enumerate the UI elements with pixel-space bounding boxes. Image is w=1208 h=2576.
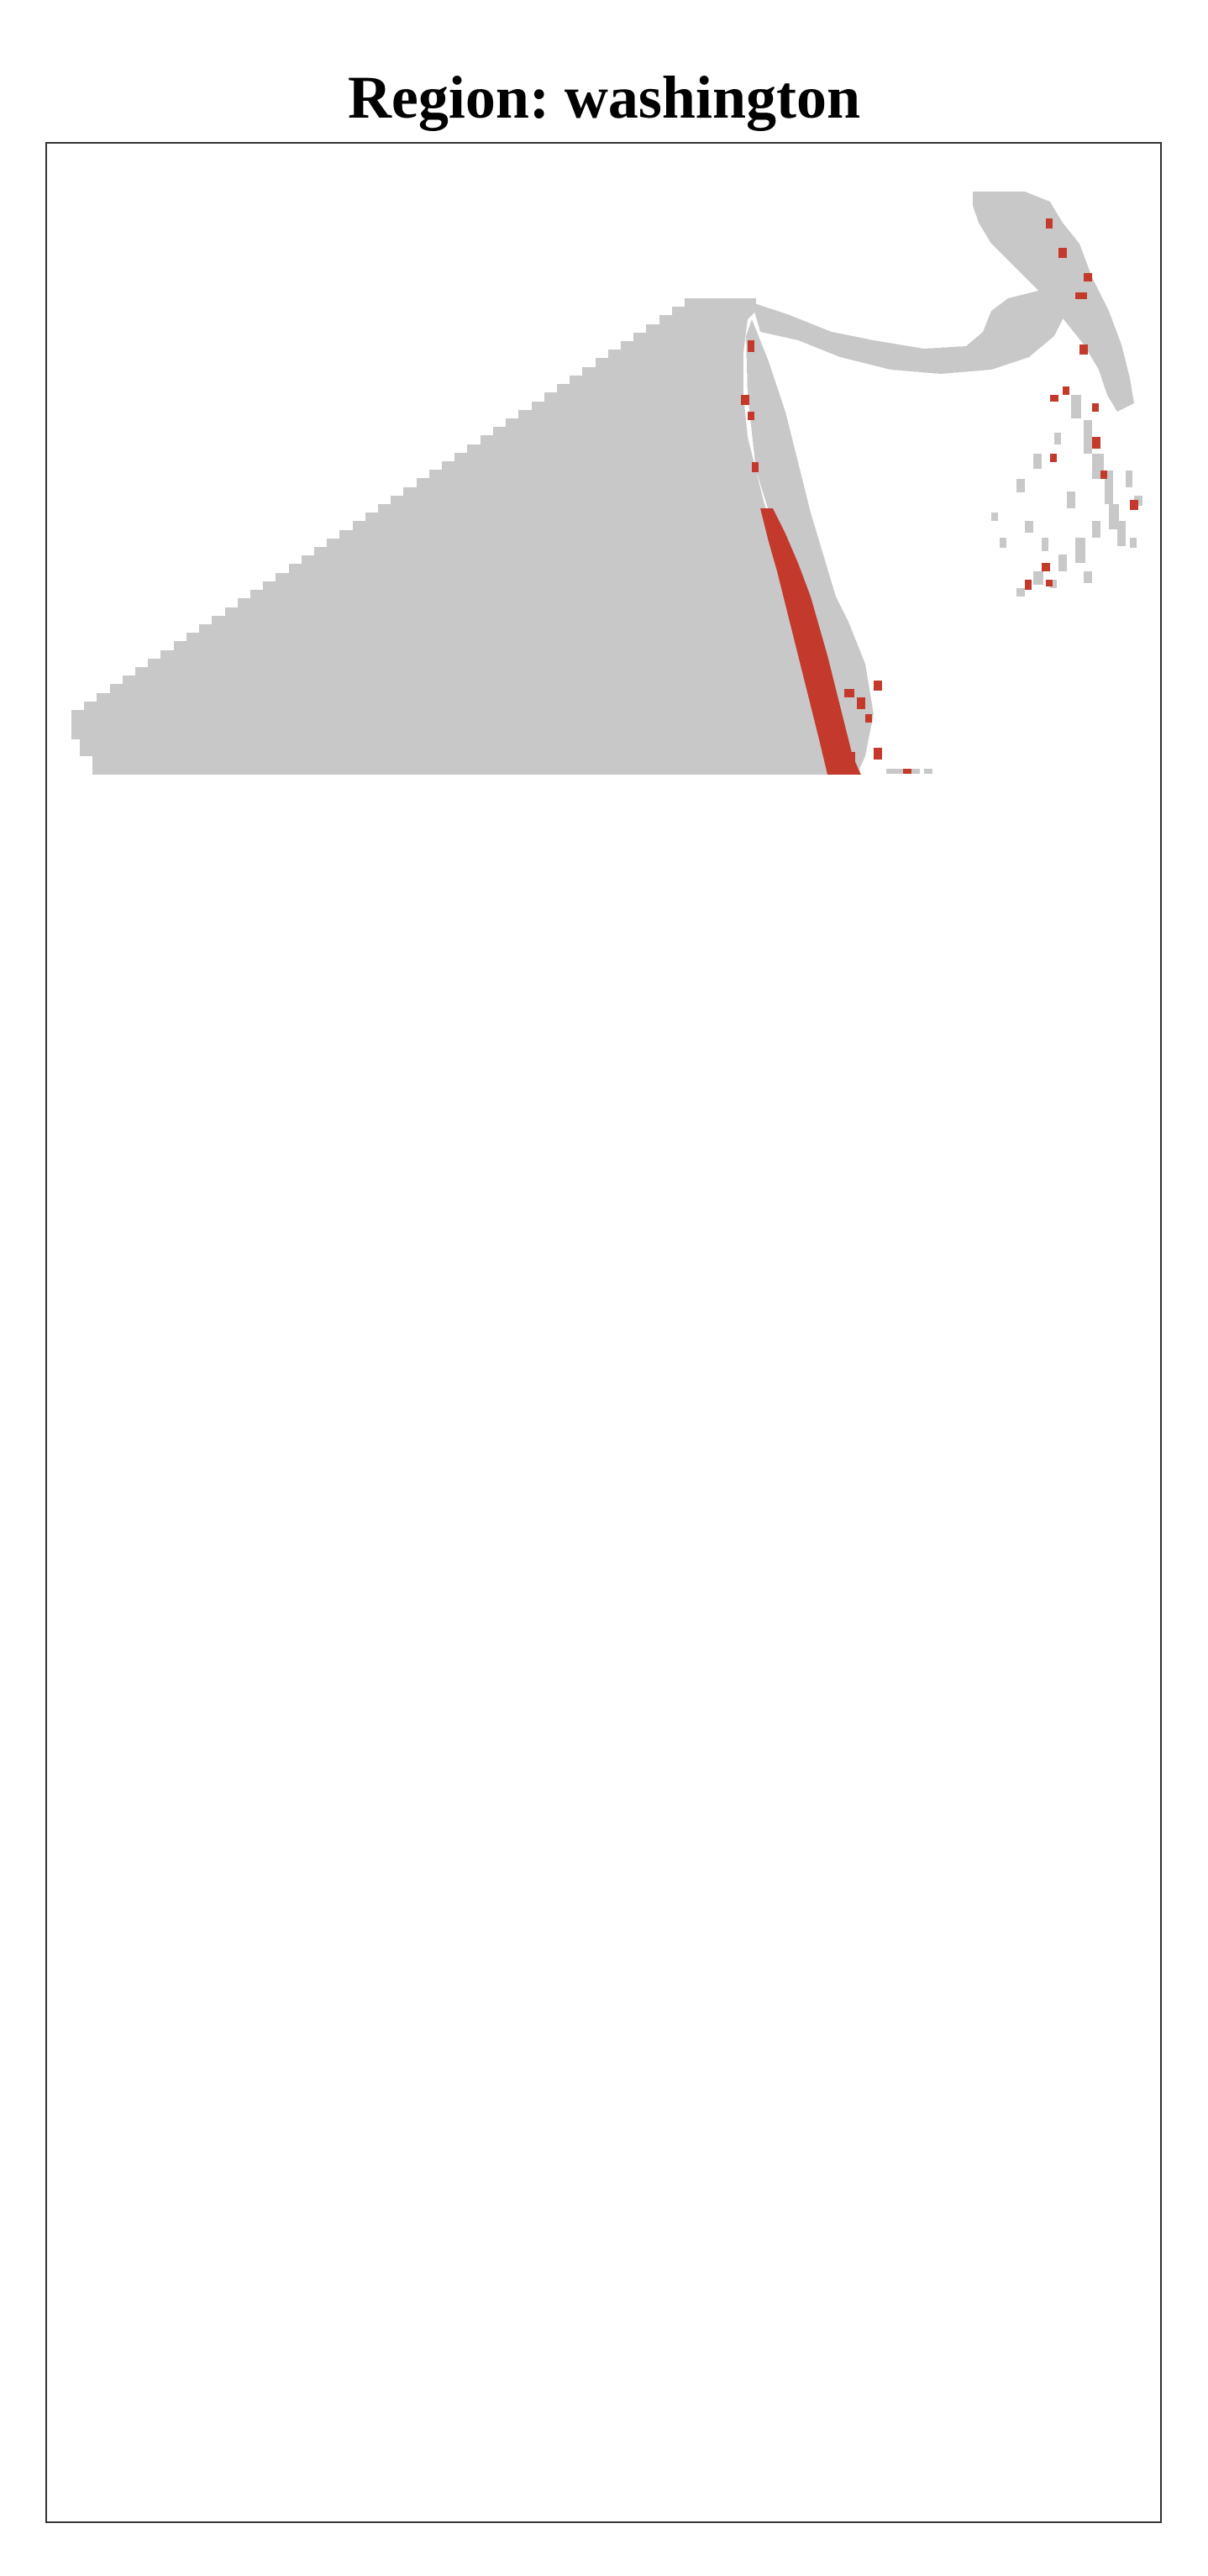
island-22 <box>1050 580 1057 588</box>
island-2 <box>1084 420 1092 454</box>
highlight-cell-22 <box>1025 580 1032 590</box>
highlight-cell-16 <box>1050 395 1058 402</box>
island-9 <box>1042 538 1048 551</box>
island-1 <box>1071 395 1081 418</box>
island-7 <box>1075 538 1085 563</box>
highlight-cell-27 <box>819 723 826 733</box>
island-23 <box>1016 588 1025 597</box>
island-4 <box>1105 471 1113 504</box>
ne-peninsula-shape <box>973 192 1134 412</box>
highlight-cell-24 <box>903 769 911 774</box>
island-12 <box>1016 479 1025 492</box>
island-6 <box>1092 521 1100 538</box>
map-title: Region: washington <box>347 64 861 131</box>
highlight-layer <box>741 218 1138 775</box>
highlight-cell-25 <box>874 748 882 760</box>
island-8 <box>1058 555 1067 571</box>
highlight-cell-10 <box>1058 248 1067 258</box>
highlight-cell-17 <box>1092 437 1100 449</box>
highlight-cell-12 <box>1075 292 1087 299</box>
mainland-shape <box>71 298 832 775</box>
highlight-cell-15 <box>1092 403 1099 412</box>
highlight-coast-band <box>760 508 861 775</box>
highlight-cell-2 <box>741 395 749 405</box>
highlight-cell-5 <box>844 689 854 697</box>
island-11 <box>1000 538 1006 548</box>
highlight-cell-20 <box>1050 454 1057 462</box>
island-14 <box>1054 433 1061 444</box>
highlight-cell-21 <box>1042 563 1050 571</box>
highlight-cell-26 <box>848 752 855 764</box>
highlight-cell-14 <box>1063 386 1069 395</box>
island-5 <box>1109 504 1119 529</box>
highlight-cell-7 <box>874 681 882 691</box>
highlight-cell-8 <box>865 714 872 723</box>
strait-arm-shape <box>752 290 1067 374</box>
land-layer <box>71 192 1142 775</box>
region-map <box>71 192 1142 775</box>
highlight-cell-13 <box>1079 344 1088 355</box>
highlight-cell-1 <box>748 340 754 352</box>
island-13 <box>1033 454 1042 469</box>
highlight-cell-9 <box>1046 218 1053 229</box>
highlight-cell-11 <box>1084 273 1092 281</box>
highlight-cell-18 <box>1100 471 1107 479</box>
highlight-cell-19 <box>1130 500 1138 510</box>
highlight-cell-6 <box>857 697 865 709</box>
highlight-cell-4 <box>752 462 759 472</box>
island-10 <box>1025 521 1033 533</box>
coastal-strip-shape <box>746 319 874 775</box>
island-24 <box>1084 571 1092 583</box>
highlight-cell-3 <box>748 412 754 420</box>
island-20 <box>1067 492 1075 508</box>
island-17 <box>991 513 998 521</box>
island-21 <box>1033 571 1043 585</box>
island-15 <box>1117 521 1126 546</box>
highlight-cell-23 <box>1046 580 1053 586</box>
bottom-islet-b <box>924 769 932 774</box>
island-18 <box>1126 471 1132 487</box>
island-16 <box>1130 538 1137 548</box>
